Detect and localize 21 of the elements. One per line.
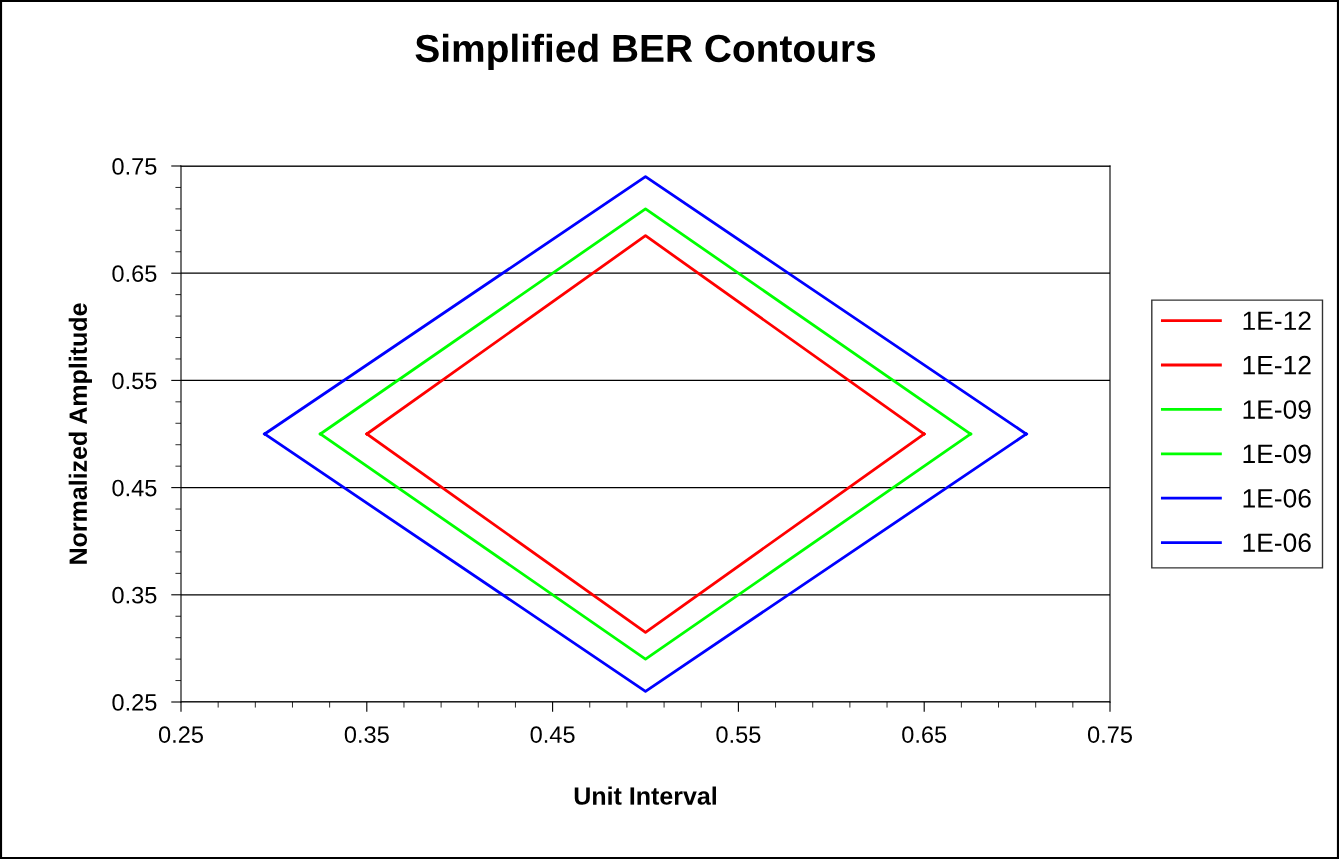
x-axis-title: Unit Interval [574,786,716,805]
x-tick-label: 0.65 [902,726,947,743]
x-tick-label: 0.75 [1087,726,1132,743]
legend-label: 1E-06 [1243,488,1311,508]
y-tick-label: 0.65 [112,265,157,282]
legend-label: 1E-09 [1243,444,1311,464]
legend-label: 1E-12 [1243,311,1311,330]
legend-label: 1E-09 [1243,400,1311,419]
x-tick-label: 0.55 [716,726,761,743]
y-axis-title: Normalized Amplitude [68,303,92,564]
x-tick-label: 0.25 [158,726,203,743]
chart-title: Simplified BER Contours [415,33,876,70]
y-tick-label: 0.35 [112,586,157,604]
y-tick-label: 0.55 [112,372,157,390]
y-tick-label: 0.25 [112,694,157,711]
y-tick-label: 0.75 [112,158,157,175]
x-tick-label: 0.35 [344,726,389,743]
y-tick-label: 0.45 [112,479,157,497]
legend-label: 1E-06 [1243,533,1311,553]
legend-label: 1E-12 [1243,355,1311,375]
x-tick-label: 0.45 [530,726,575,743]
